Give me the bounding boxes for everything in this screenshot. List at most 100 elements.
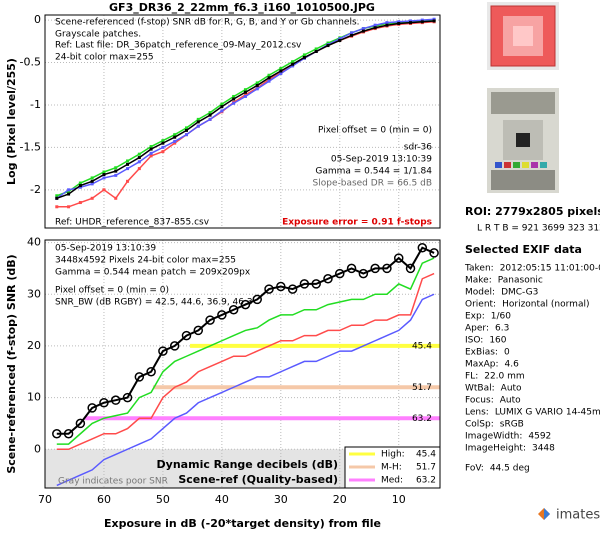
marker xyxy=(55,196,59,200)
annotation: Exposure error = 0.91 f-stops xyxy=(282,218,432,228)
marker xyxy=(169,341,180,351)
annotation: 05-Sep-2019 13:10:39 xyxy=(331,155,432,165)
marker xyxy=(338,38,342,42)
annotation: Scene-ref (Quality-based) xyxy=(178,473,338,486)
marker xyxy=(208,117,212,121)
marker xyxy=(264,284,274,294)
x-tick-label: 10 xyxy=(392,493,406,506)
logo-text: imatest xyxy=(556,508,600,523)
exif-value: Panasonic xyxy=(498,276,543,286)
marker xyxy=(385,21,389,25)
marker xyxy=(287,284,298,294)
marker xyxy=(220,105,224,109)
annotation: Gamma = 0.544 mean patch = 209x209px xyxy=(55,268,251,278)
marker xyxy=(279,72,283,76)
marker xyxy=(126,167,130,171)
marker xyxy=(137,160,141,164)
marker xyxy=(397,20,401,24)
y-tick-label: -2 xyxy=(30,183,41,196)
marker xyxy=(161,150,165,154)
legend-name: Med: xyxy=(381,476,403,486)
roi-lrtb: L R T B = 921 3699 323 3127 xyxy=(477,224,600,234)
annotation: Pixel offset = 0 (min = 0) xyxy=(318,126,432,136)
marker xyxy=(114,196,118,200)
x-tick-label: 30 xyxy=(274,493,288,506)
y-tick-label: 40 xyxy=(27,236,41,249)
exif-label: Model: xyxy=(465,288,495,298)
marker xyxy=(114,173,118,177)
marker xyxy=(126,162,130,166)
marker xyxy=(110,395,121,405)
marker xyxy=(184,128,188,132)
chart-0: 0 -0.5 -1 -1.5 -2 Scene-referenced (f-stop) S… xyxy=(5,13,441,229)
annotation: Dynamic Range decibels (dB) xyxy=(157,458,338,471)
marker xyxy=(208,111,212,115)
marker xyxy=(173,139,177,143)
marker xyxy=(358,268,369,279)
marker xyxy=(338,37,342,41)
marker xyxy=(67,192,71,196)
annotation: Pixel offset = 0 (min = 0) xyxy=(55,286,169,296)
marker xyxy=(193,325,204,336)
marker xyxy=(78,181,82,185)
marker xyxy=(350,33,354,37)
marker xyxy=(311,279,321,289)
y-axis-label: Log (Pixel level/255) xyxy=(5,58,18,185)
exif-value: LUMIX G VARIO 14-45mm xyxy=(495,408,600,418)
y-tick-label: 20 xyxy=(27,339,41,352)
marker xyxy=(114,169,118,173)
marker xyxy=(393,253,404,263)
marker xyxy=(232,94,236,98)
exif-value: DMC-G3 xyxy=(501,288,538,298)
marker xyxy=(243,94,247,98)
dr-value-label: 45.4 xyxy=(412,341,432,351)
imatest-logo: imatest xyxy=(538,508,600,523)
legend-value: 51.7 xyxy=(416,463,436,473)
marker xyxy=(90,196,94,200)
exif-label: Orient: xyxy=(465,300,496,310)
chart-1: 70 60 50 40 30 20 10 0 10 20 30 40 45.4 51.7 63.2 High:… xyxy=(5,236,441,530)
marker xyxy=(122,392,133,403)
plot-frame xyxy=(44,14,441,229)
annotation: SNR_BW (dB RGBY) = 42.5, 44.6, 36.9, 46.… xyxy=(55,298,253,308)
y-tick-label: -1 xyxy=(30,98,41,111)
marker xyxy=(279,69,283,73)
exif-label: Lens: xyxy=(465,408,489,418)
exif-value: 0 xyxy=(504,348,510,358)
marker xyxy=(432,19,436,23)
marker xyxy=(67,205,71,209)
annotation: 05-Sep-2019 13:10:39 xyxy=(55,244,156,254)
marker xyxy=(102,176,106,180)
y-axis-label: Scene-referenced (f-stop) SNR (dB) xyxy=(5,254,18,473)
marker xyxy=(267,73,271,77)
x-axis-label: Exposure in dB (-20*target density) from… xyxy=(104,517,381,530)
annotation: Scene-referenced (f-stop) SNR dB for R, … xyxy=(55,18,360,28)
marker xyxy=(291,60,295,64)
annotation: Ref: UHDR_reference_837-855.csv xyxy=(55,218,210,228)
exif-value: 6.3 xyxy=(495,324,509,334)
marker xyxy=(205,315,215,325)
marker xyxy=(302,55,306,59)
marker xyxy=(267,77,271,81)
marker xyxy=(55,205,59,209)
marker xyxy=(161,139,165,143)
marker xyxy=(173,135,177,139)
marker xyxy=(149,154,153,158)
dr-value-label: 63.2 xyxy=(412,414,432,424)
marker xyxy=(134,372,145,382)
y-tick-label: 0 xyxy=(34,442,41,455)
exif-label: Aper: xyxy=(465,324,489,334)
marker xyxy=(240,299,251,310)
color-chart-thumb xyxy=(487,2,559,70)
marker xyxy=(314,49,318,53)
exif-label: Exp: xyxy=(465,312,485,322)
marker xyxy=(220,109,224,113)
marker xyxy=(67,188,71,192)
marker xyxy=(417,243,428,253)
exif-label: FL: xyxy=(465,372,478,382)
marker xyxy=(385,23,389,27)
y-tick-label: -1.5 xyxy=(20,140,41,153)
marker xyxy=(420,20,424,24)
